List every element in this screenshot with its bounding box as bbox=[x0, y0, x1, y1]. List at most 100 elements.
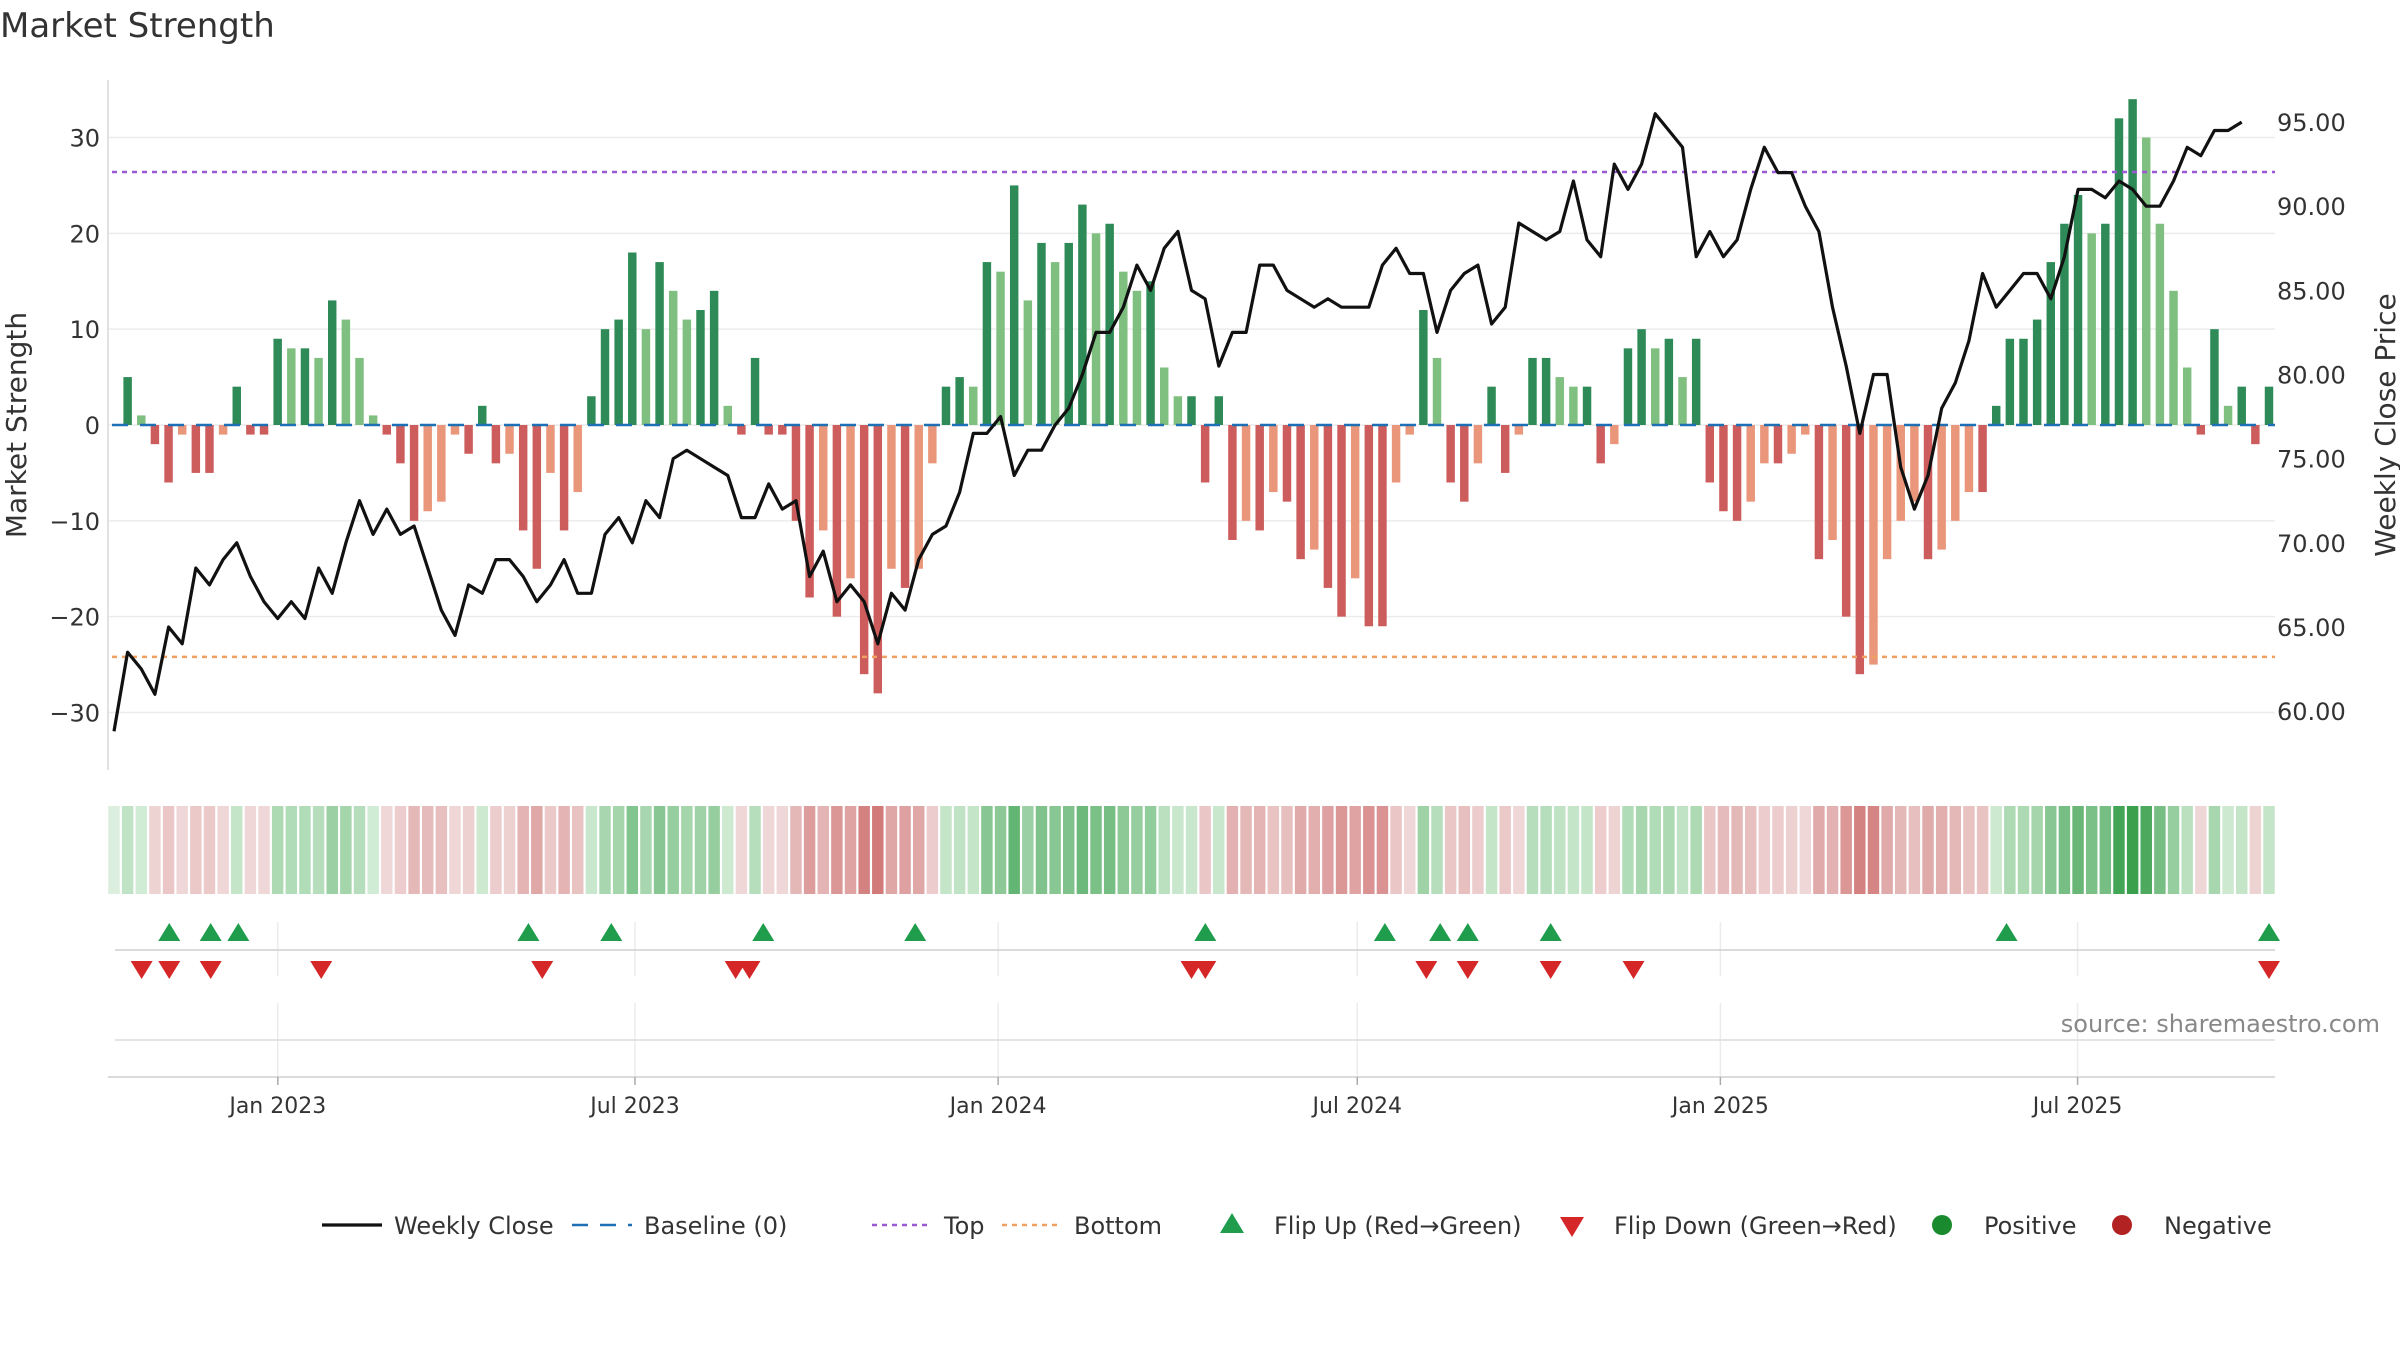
legend-circle-symbol bbox=[2112, 1215, 2132, 1235]
strength-strip-cell bbox=[2031, 806, 2043, 894]
strength-strip-cell bbox=[735, 806, 748, 894]
strength-bar bbox=[1282, 425, 1292, 502]
strength-bar bbox=[450, 425, 460, 435]
strength-strip-cell bbox=[790, 806, 802, 894]
strength-strip-cell bbox=[1049, 806, 1061, 894]
strength-bar bbox=[682, 319, 692, 425]
left-tick-label: −20 bbox=[49, 604, 100, 632]
strength-strip-cell bbox=[1376, 806, 1389, 894]
strength-strip-cell bbox=[190, 806, 202, 894]
strength-strip-cell bbox=[2140, 806, 2152, 894]
flip-down-marker bbox=[158, 961, 181, 979]
strength-strip-cell bbox=[1526, 806, 1539, 894]
strength-bar bbox=[696, 310, 705, 425]
legend-label: Baseline (0) bbox=[644, 1212, 787, 1240]
strength-strip-cell bbox=[353, 806, 366, 894]
strength-bar bbox=[1951, 425, 1960, 521]
strength-strip-cell bbox=[1867, 806, 1880, 894]
strength-bar bbox=[1773, 425, 1783, 464]
flip-down-marker bbox=[724, 961, 747, 979]
strength-bar bbox=[1173, 396, 1183, 425]
strength-strip-cell bbox=[1158, 806, 1170, 894]
strength-strip-cell bbox=[1594, 806, 1607, 894]
strength-strip-cell bbox=[1758, 806, 1771, 894]
strength-bar bbox=[1760, 425, 1769, 464]
strength-bar bbox=[2101, 223, 2110, 425]
flip-up-marker bbox=[752, 923, 775, 941]
strength-strip-cell bbox=[1840, 806, 1852, 894]
flip-down-marker bbox=[310, 961, 333, 979]
left-tick-label: 20 bbox=[69, 220, 100, 248]
strength-strip-cell bbox=[2263, 806, 2275, 894]
strength-bar bbox=[1855, 425, 1865, 675]
strength-strip-cell bbox=[367, 806, 379, 894]
strength-strip-cell bbox=[776, 806, 789, 894]
strength-bar bbox=[1432, 357, 1442, 425]
strength-strip-cell bbox=[1567, 806, 1580, 894]
strength-bar bbox=[1460, 425, 1469, 502]
strength-bar bbox=[2169, 290, 2178, 425]
strength-strip-cell bbox=[2113, 806, 2125, 894]
strength-strip-cell bbox=[2085, 806, 2098, 894]
strength-bar bbox=[355, 357, 364, 425]
strength-bar bbox=[1323, 425, 1333, 588]
right-tick-label: 60.00 bbox=[2277, 698, 2346, 726]
strength-strip-cell bbox=[326, 806, 338, 894]
strength-strip-cell bbox=[1226, 806, 1239, 894]
strength-bar bbox=[819, 425, 828, 531]
strength-bar bbox=[1310, 425, 1319, 550]
strength-bar bbox=[478, 405, 487, 425]
flip-up-marker bbox=[1194, 923, 1217, 941]
strength-bar bbox=[2237, 386, 2246, 425]
strength-bar bbox=[1255, 425, 1264, 531]
strength-strip-cell bbox=[1935, 806, 1948, 894]
strength-strip-cell bbox=[449, 806, 461, 894]
strength-bar bbox=[723, 405, 732, 425]
strength-bar bbox=[368, 415, 378, 425]
strength-strip-cell bbox=[503, 806, 516, 894]
strength-bar bbox=[259, 425, 269, 435]
strength-strip-cell bbox=[1649, 806, 1661, 894]
strength-strip-cell bbox=[1308, 806, 1320, 894]
strength-strip-cell bbox=[2058, 806, 2071, 894]
weekly-close-line bbox=[112, 112, 2243, 732]
strength-bar bbox=[150, 425, 160, 445]
strength-bar bbox=[505, 425, 514, 454]
strength-bar bbox=[1159, 367, 1169, 425]
strength-strip-cell bbox=[1185, 806, 1198, 894]
strength-strip-cell bbox=[1663, 806, 1675, 894]
legend-flip-up-symbol bbox=[1220, 1213, 1244, 1233]
x-tick-label: Jan 2024 bbox=[948, 1094, 1047, 1119]
right-axis-label: Weekly Close Price bbox=[2369, 293, 2400, 556]
strength-strip-cell bbox=[940, 806, 952, 894]
strength-strip-cell bbox=[926, 806, 939, 894]
strength-bar bbox=[1132, 290, 1142, 425]
strength-bar bbox=[327, 300, 337, 425]
strength-bar bbox=[191, 425, 201, 473]
strength-strip-cell bbox=[1581, 806, 1593, 894]
flip-up-marker bbox=[904, 923, 927, 941]
left-tick-label: −10 bbox=[49, 508, 100, 536]
strength-bar bbox=[1037, 242, 1046, 425]
strength-bar bbox=[1651, 348, 1660, 425]
strength-strip-cell bbox=[694, 806, 707, 894]
flip-up-marker bbox=[227, 923, 250, 941]
strength-bar bbox=[273, 338, 282, 425]
strength-strip-cell bbox=[285, 806, 298, 894]
strength-bar bbox=[205, 425, 214, 473]
strength-strip-cell bbox=[1458, 806, 1471, 894]
strength-bar bbox=[1364, 425, 1374, 627]
flip-down-marker bbox=[1194, 961, 1217, 979]
strength-bar bbox=[1814, 425, 1824, 560]
strength-bar bbox=[1200, 425, 1210, 483]
strength-bar bbox=[1623, 348, 1633, 425]
strength-bar bbox=[1514, 425, 1524, 435]
strength-bar bbox=[969, 386, 978, 425]
strength-strip-cell bbox=[1690, 806, 1702, 894]
strength-strip-cell bbox=[1349, 806, 1361, 894]
legend-label: Flip Up (Red→Green) bbox=[1274, 1212, 1522, 1240]
strength-bar bbox=[2210, 329, 2219, 425]
flip-down-marker bbox=[130, 961, 153, 979]
strength-bar bbox=[900, 425, 910, 588]
